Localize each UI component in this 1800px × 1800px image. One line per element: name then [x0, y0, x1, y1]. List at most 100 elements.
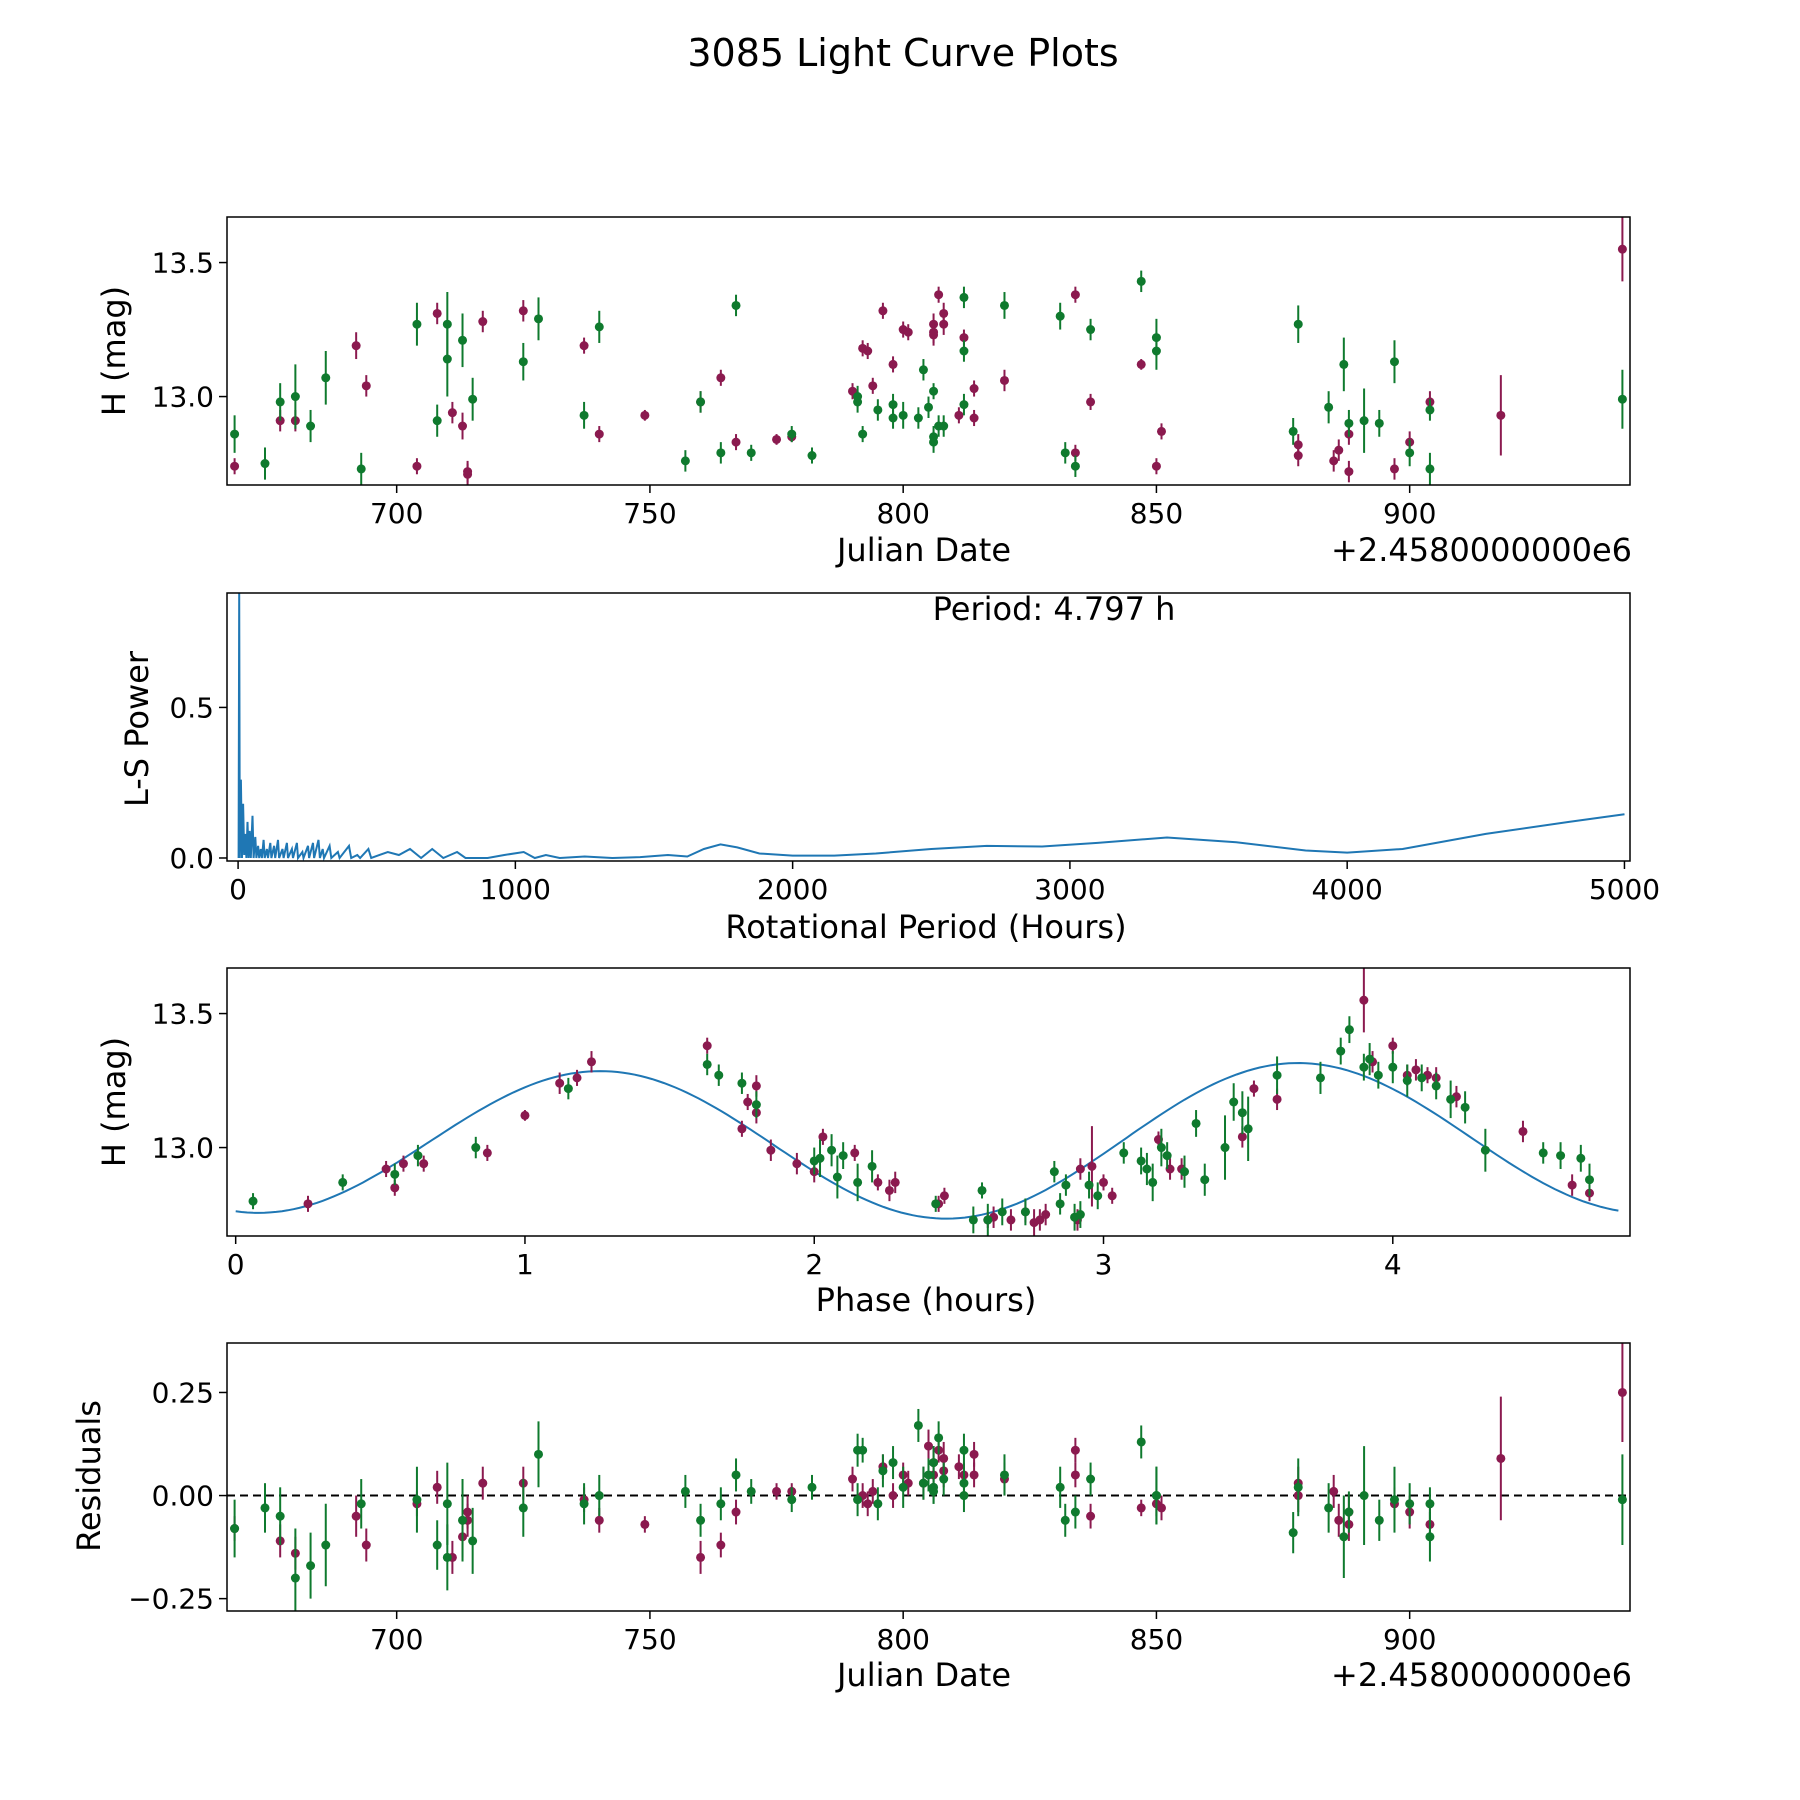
data-point [1293, 1482, 1303, 1492]
data-point [398, 1159, 408, 1169]
data-point [1389, 464, 1399, 474]
data-point [640, 1519, 650, 1529]
x-tick-label: 750 [623, 497, 676, 530]
panel-periodogram-xlabel: Rotational Period (Hours) [725, 908, 1126, 946]
data-point [1041, 1210, 1051, 1220]
data-point [898, 1482, 908, 1492]
data-point [731, 300, 741, 310]
data-point [1070, 1470, 1080, 1480]
data-point [1055, 1482, 1065, 1492]
data-point [954, 1462, 964, 1472]
data-point [1006, 1215, 1016, 1225]
data-point [939, 1474, 949, 1484]
data-point [1425, 1499, 1435, 1509]
data-point [918, 365, 928, 375]
data-point [1136, 276, 1146, 286]
data-point [442, 319, 452, 329]
x-tick-label: 850 [1130, 1623, 1183, 1656]
data-point [873, 1499, 883, 1509]
data-point [321, 373, 331, 383]
data-point [1035, 1215, 1045, 1225]
data-point [563, 1084, 573, 1094]
data-point [1148, 1177, 1158, 1187]
panel-residuals-ylabel: Residuals [70, 1400, 108, 1552]
data-point [1075, 1164, 1085, 1174]
data-point [696, 1515, 706, 1525]
data-point [572, 1073, 582, 1083]
data-point [1324, 1503, 1334, 1513]
data-point [888, 400, 898, 410]
data-point [1374, 1515, 1384, 1525]
data-point [1136, 1156, 1146, 1166]
x-tick-label: 900 [1383, 497, 1436, 530]
data-point [290, 392, 300, 402]
data-point [1055, 1199, 1065, 1209]
data-point [1136, 359, 1146, 369]
data-point [702, 1059, 712, 1069]
data-point [868, 381, 878, 391]
data-point [468, 394, 478, 404]
data-point [442, 354, 452, 364]
data-point [954, 410, 964, 420]
data-point [696, 1552, 706, 1562]
data-point [432, 416, 442, 426]
data-point [1070, 1507, 1080, 1517]
panel-light-curve-frame [226, 216, 1631, 486]
data-point [1191, 1118, 1201, 1128]
data-point [898, 410, 908, 420]
data-point [884, 1185, 894, 1195]
data-point [751, 1081, 761, 1091]
data-point [680, 456, 690, 466]
data-point [275, 397, 285, 407]
data-point [818, 1132, 828, 1142]
data-point [1374, 418, 1384, 428]
data-point [361, 1540, 371, 1550]
data-point [230, 461, 240, 471]
data-point [868, 1486, 878, 1496]
data-point [1344, 467, 1354, 477]
data-point [1107, 1191, 1117, 1201]
y-tick-label: 13.0 [152, 1132, 214, 1165]
x-tick-label: 2000 [757, 873, 828, 906]
panel-light-curve-offset-text: +2.4580000000e6 [1331, 531, 1632, 569]
data-point [1388, 1062, 1398, 1072]
data-point [1411, 1065, 1421, 1075]
data-point [356, 1499, 366, 1509]
data-point [260, 459, 270, 469]
y-tick-label: 0.0 [169, 842, 214, 875]
panel-light-curve: H (mag) Julian Date +2.4580000000e6 700 7… [95, 216, 1632, 569]
data-point [913, 413, 923, 423]
data-point [968, 1215, 978, 1225]
data-point [1402, 1076, 1412, 1086]
data-point [929, 386, 939, 396]
data-point [1070, 448, 1080, 458]
data-point [924, 402, 933, 412]
data-point [1049, 1167, 1059, 1177]
data-point [888, 1491, 898, 1501]
data-point [321, 1540, 331, 1550]
data-point [924, 1470, 933, 1480]
data-point [361, 381, 371, 391]
panel-periodogram-plot-area [237, 593, 1625, 861]
data-point [594, 1515, 604, 1525]
panel-phased-curve-xlabel: Phase (hours) [816, 1281, 1037, 1319]
data-point [751, 1100, 761, 1110]
data-point [1334, 1515, 1344, 1525]
panel-phased-curve: H (mag) Phase (hours) 0 1 2 3 4 13.0 13.5 [95, 967, 1631, 1319]
data-point [640, 410, 650, 420]
data-point [827, 1145, 837, 1155]
data-point [1086, 1474, 1096, 1484]
data-point [594, 322, 604, 332]
panel-periodogram-ylabel: L-S Power [118, 650, 156, 807]
data-point [716, 1499, 726, 1509]
data-point [230, 429, 240, 439]
data-point [1070, 461, 1080, 471]
data-point [1315, 1073, 1325, 1083]
data-point [458, 421, 468, 431]
data-point [1405, 1499, 1415, 1509]
data-point [766, 1145, 776, 1155]
y-tick-label: 13.5 [152, 247, 214, 280]
data-point [792, 1159, 802, 1169]
data-point [1496, 1453, 1506, 1463]
